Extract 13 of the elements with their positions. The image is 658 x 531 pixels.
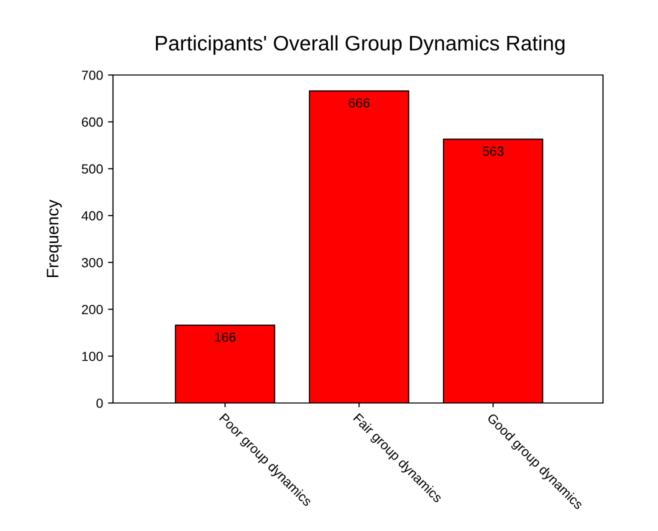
data-label: 666 <box>348 98 370 108</box>
data-label: 166 <box>215 332 236 342</box>
y-axis-title: Frequency <box>46 200 62 277</box>
y-tick-label: 300 <box>82 258 103 268</box>
y-tick-label: 100 <box>82 352 103 362</box>
y-tick-label: 0 <box>96 398 103 408</box>
y-tick-label: 500 <box>82 164 103 174</box>
y-tick-label: 600 <box>82 117 103 127</box>
y-tick-label: 200 <box>82 304 103 314</box>
chart-title: Participants' Overall Group Dynamics Rating <box>156 35 564 55</box>
data-label: 563 <box>482 146 504 156</box>
y-tick-label: 400 <box>82 211 103 220</box>
y-tick-label: 700 <box>82 70 103 80</box>
